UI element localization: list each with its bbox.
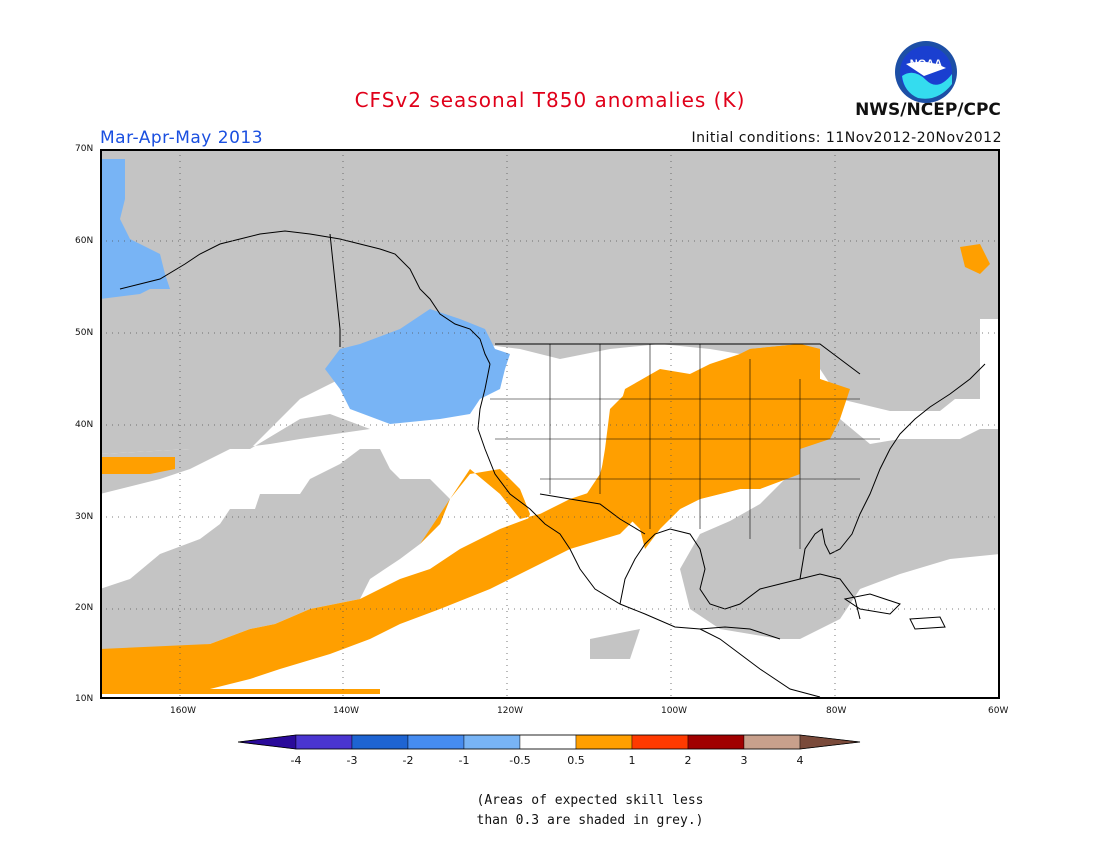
- colorbar-label: -1: [458, 754, 470, 767]
- warm-central-us: [600, 344, 840, 529]
- lat-tick-50n: 50N: [75, 328, 94, 338]
- colorbar-label: 1: [628, 754, 636, 767]
- colorbar-bin: [687, 734, 745, 750]
- cool-northeast-pacific: [325, 309, 510, 424]
- atlantic-coastline: [799, 363, 986, 580]
- lat-tick-70n: 70N: [75, 144, 94, 154]
- hispaniola-outline: [909, 616, 946, 630]
- colorbar-bin: [463, 734, 521, 750]
- colorbar: [238, 734, 861, 750]
- grey-northwest-pacific: [100, 414, 370, 494]
- central-america-coastline: [699, 628, 821, 698]
- graticule: [100, 149, 1000, 699]
- lat-tick-40n: 40N: [75, 420, 94, 430]
- colorbar-bin: [743, 734, 801, 750]
- colorbar-high-arrow: [799, 734, 861, 750]
- canada-us-border: [495, 343, 861, 375]
- logo-bird: [906, 61, 946, 76]
- colorbar-label: -4: [290, 754, 302, 767]
- grey-subtropical-pacific: [100, 449, 450, 649]
- logo-wave: [902, 72, 952, 99]
- coastlines: [119, 230, 986, 698]
- grey-gulf-caribbean: [680, 419, 1000, 639]
- warm-southern-strip: [100, 689, 380, 694]
- colorbar-bin: [575, 734, 633, 750]
- colorbar-low-arrow: [238, 734, 297, 750]
- agency-label: NWS/NCEP/CPC: [855, 100, 1001, 120]
- pacific-coastline: [477, 363, 781, 640]
- lon-tick-80w: 80W: [826, 706, 847, 716]
- low-skill-shading: [100, 149, 1000, 659]
- lon-tick-60w: 60W: [988, 706, 1009, 716]
- lon-tick-160w: 160W: [170, 706, 197, 716]
- initial-conditions-label: Initial conditions: 11Nov2012-20Nov2012: [691, 130, 1002, 146]
- anomaly-map: [100, 149, 1000, 699]
- skill-footnote: (Areas of expected skill less than 0.3 a…: [440, 791, 740, 831]
- warm-labrador-patch: [960, 244, 990, 274]
- colorbar-bin: [519, 734, 577, 750]
- colorbar-bin: [407, 734, 465, 750]
- lon-tick-140w: 140W: [333, 706, 360, 716]
- grey-north-region: [100, 149, 1000, 454]
- colorbar-label: 0.5: [567, 754, 585, 767]
- colorbar-bin: [295, 734, 353, 750]
- map-frame: [100, 149, 1000, 699]
- colorbar-bin: [351, 734, 409, 750]
- noaa-logo: NOAA: [895, 41, 957, 103]
- lat-tick-10n: 10N: [75, 694, 94, 704]
- cuba-outline: [843, 593, 901, 615]
- footnote-line: (Areas of expected skill less: [476, 793, 704, 808]
- colorbar-label: -3: [346, 754, 358, 767]
- colorbar-outline: [238, 734, 861, 750]
- lon-tick-100w: 100W: [661, 706, 688, 716]
- cool-anomaly-regions: [100, 159, 510, 424]
- season-label: Mar-Apr-May 2013: [100, 128, 264, 148]
- us-mexico-border: [539, 493, 646, 535]
- state-borders: [490, 344, 880, 549]
- lat-tick-20n: 20N: [75, 603, 94, 613]
- lon-tick-120w: 120W: [497, 706, 524, 716]
- alaska-coastline: [119, 230, 491, 365]
- cool-alaska-region: [100, 159, 170, 299]
- warm-anomaly-regions: [100, 244, 990, 694]
- colorbar-label: 4: [796, 754, 804, 767]
- colorbar-label: 2: [684, 754, 692, 767]
- chart-title: CFSv2 seasonal T850 anomalies (K): [354, 88, 746, 112]
- gulf-coastline: [619, 528, 861, 620]
- alaska-border: [329, 233, 341, 347]
- grey-small-patch: [590, 629, 640, 659]
- lat-tick-30n: 30N: [75, 512, 94, 522]
- colorbar-label: -2: [402, 754, 414, 767]
- warm-pacific-patch: [100, 457, 175, 474]
- colorbar-label: 3: [740, 754, 748, 767]
- lat-tick-60n: 60N: [75, 236, 94, 246]
- colorbar-bin: [631, 734, 689, 750]
- warm-tropical-pacific: [100, 449, 640, 694]
- footnote-line: than 0.3 are shaded in grey.): [476, 813, 704, 828]
- colorbar-label: -0.5: [509, 754, 531, 767]
- logo-text: NOAA: [910, 58, 942, 70]
